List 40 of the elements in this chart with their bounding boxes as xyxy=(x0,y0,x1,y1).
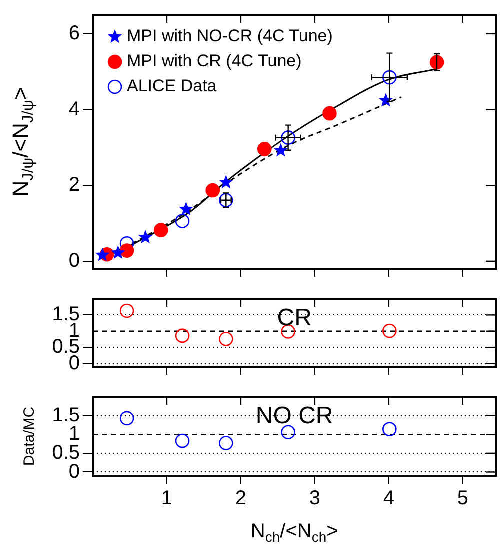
y-axis-title: NJ/ψ/<NJ/ψ> xyxy=(8,87,37,197)
y-tick-label: 4 xyxy=(68,98,80,120)
point xyxy=(382,324,397,338)
annotation: CR xyxy=(277,304,312,332)
legend-label: ALICE Data xyxy=(127,76,218,96)
point xyxy=(206,183,220,198)
legend-label: MPI with CR (4C Tune) xyxy=(127,52,302,71)
point xyxy=(175,214,190,228)
x-tick-label: 5 xyxy=(457,488,468,510)
point xyxy=(120,244,134,258)
y-tick-label: 0 xyxy=(68,250,80,272)
y-axis-title: Data/MC xyxy=(21,406,38,466)
point xyxy=(120,411,134,426)
annotation: NO CR xyxy=(256,402,334,430)
x-tick-label: 2 xyxy=(235,488,247,510)
point xyxy=(179,202,194,216)
point xyxy=(219,332,234,346)
point xyxy=(120,304,134,318)
point xyxy=(175,328,190,344)
x-tick-label: 1 xyxy=(161,488,173,510)
point xyxy=(274,143,288,157)
point xyxy=(219,193,234,208)
point xyxy=(138,230,153,244)
point xyxy=(154,223,168,238)
point xyxy=(281,130,296,145)
point xyxy=(111,246,126,260)
y-tick-label: 2 xyxy=(68,174,80,196)
y-tick-label: 6 xyxy=(68,22,80,44)
x-tick-label: 3 xyxy=(309,488,321,510)
legend-label: MPI with NO-CR (4C Tune) xyxy=(127,26,333,46)
point xyxy=(219,175,234,189)
point xyxy=(257,142,272,156)
point xyxy=(175,434,190,448)
point xyxy=(322,106,337,121)
point xyxy=(382,70,397,85)
x-tick-label: 4 xyxy=(383,488,394,510)
point xyxy=(382,422,397,437)
point xyxy=(219,436,234,450)
point xyxy=(95,248,110,262)
point xyxy=(281,425,296,440)
